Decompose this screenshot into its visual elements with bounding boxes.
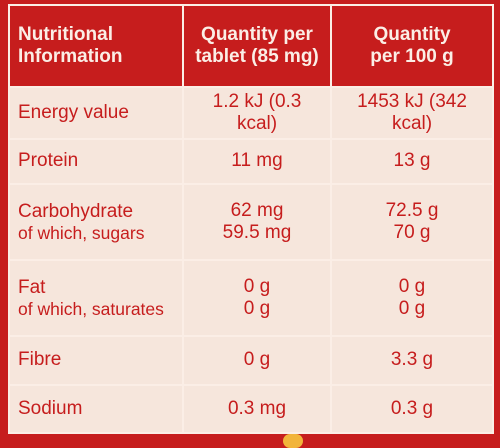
sodium-label: Sodium (18, 397, 83, 419)
header-col3-line1: Quantity (373, 23, 451, 45)
carbohydrate-label: Carbohydrate (18, 200, 134, 222)
table-row-fibre: Fibre 0 g 3.3 g (8, 335, 494, 386)
row-label: Fat of which, saturates (8, 259, 184, 338)
table-header-row: Nutritional Information Quantity per tab… (8, 3, 494, 89)
header-quantity-per-tablet: Quantity per tablet (85 mg) (182, 3, 332, 89)
fat-per-tablet: 0 g (243, 275, 271, 297)
saturates-per-tablet: 0 g (243, 298, 271, 320)
header-col3-line2: per 100 g (370, 46, 454, 68)
sugars-label: of which, sugars (18, 222, 145, 243)
sugars-per-100g: 70 g (393, 222, 431, 244)
carbohydrate-per-100g: 72.5 g (385, 199, 439, 221)
protein-per-tablet: 11 mg (231, 150, 283, 172)
table-row-fat: Fat of which, saturates 0 g 0 g 0 g 0 g (8, 259, 494, 338)
row-label: Carbohydrate of which, sugars (8, 182, 184, 262)
row-label: Protein (8, 137, 184, 186)
fibre-per-tablet: 0 g (243, 349, 271, 371)
row-per-100g: 3.3 g (330, 335, 494, 386)
fat-per-100g: 0 g (398, 275, 426, 297)
table-row-energy: Energy value 1.2 kJ (0.3 kcal) 1453 kJ (… (8, 86, 494, 140)
nutrition-table: Nutritional Information Quantity per tab… (8, 3, 494, 435)
carbohydrate-per-tablet: 62 mg (230, 199, 284, 221)
row-per-tablet: 0 g 0 g (182, 259, 332, 338)
table-row-protein: Protein 11 mg 13 g (8, 137, 494, 186)
protein-per-100g: 13 g (393, 150, 431, 172)
protein-label: Protein (18, 150, 79, 172)
row-per-tablet: 62 mg 59.5 mg (182, 182, 332, 262)
saturates-per-100g: 0 g (398, 298, 426, 320)
table-row-carbohydrate: Carbohydrate of which, sugars 62 mg 59.5… (8, 182, 494, 262)
row-per-100g: 1453 kJ (342 kcal) (330, 86, 494, 140)
row-per-tablet: 0 g (182, 335, 332, 386)
header-quantity-per-100g: Quantity per 100 g (330, 3, 494, 89)
decorative-dot (283, 434, 303, 448)
header-col2-line1: Quantity per (201, 23, 313, 45)
fibre-label: Fibre (18, 349, 62, 371)
header-col1-line1: Nutritional (18, 23, 113, 45)
row-label: Sodium (8, 383, 184, 435)
row-per-tablet: 11 mg (182, 137, 332, 186)
energy-label: Energy value (18, 101, 129, 123)
header-nutritional-information: Nutritional Information (8, 3, 184, 89)
row-label: Energy value (8, 86, 184, 140)
sodium-per-100g: 0.3 g (390, 397, 434, 419)
row-per-tablet: 0.3 mg (182, 383, 332, 435)
energy-per-100g: 1453 kJ (342 kcal) (357, 90, 467, 135)
row-per-100g: 13 g (330, 137, 494, 186)
row-per-100g: 72.5 g 70 g (330, 182, 494, 262)
sodium-per-tablet: 0.3 mg (227, 397, 287, 419)
header-col1-line2: Information (18, 46, 123, 68)
row-label: Fibre (8, 335, 184, 386)
saturates-label: of which, saturates (18, 299, 164, 320)
energy-per-tablet: 1.2 kJ (0.3 kcal) (212, 90, 302, 135)
nutrition-table-container: Nutritional Information Quantity per tab… (8, 3, 494, 435)
fibre-per-100g: 3.3 g (390, 349, 434, 371)
table-row-sodium: Sodium 0.3 mg 0.3 g (8, 383, 494, 435)
header-col2-line2: tablet (85 mg) (195, 46, 319, 68)
row-per-tablet: 1.2 kJ (0.3 kcal) (182, 86, 332, 140)
sugars-per-tablet: 59.5 mg (222, 222, 292, 244)
row-per-100g: 0.3 g (330, 383, 494, 435)
fat-label: Fat (18, 276, 46, 298)
row-per-100g: 0 g 0 g (330, 259, 494, 338)
